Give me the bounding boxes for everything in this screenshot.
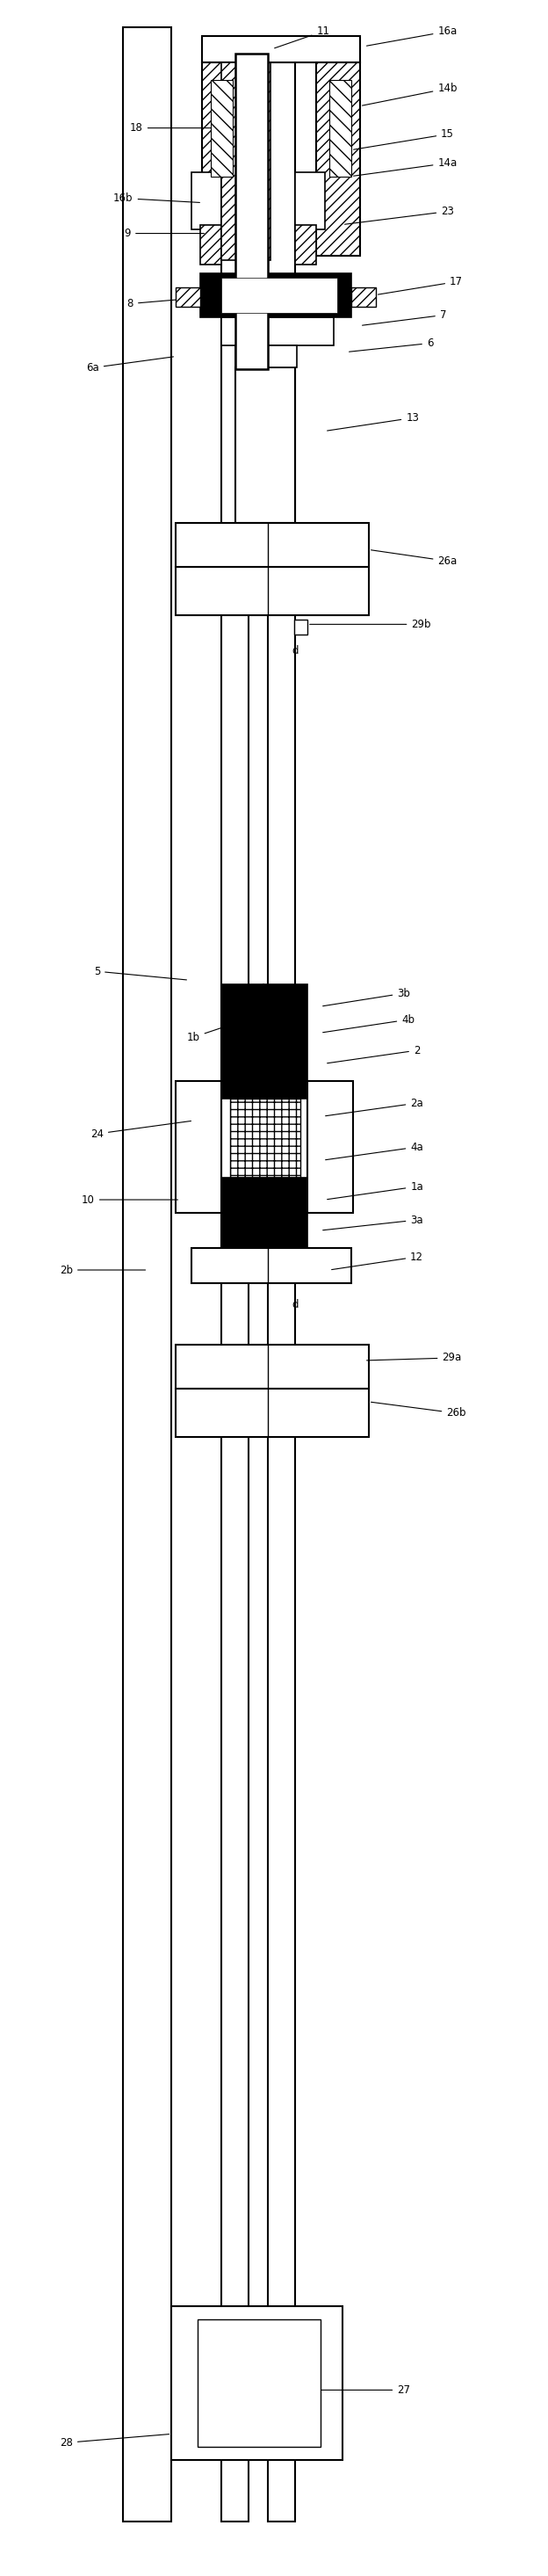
Bar: [211, 80, 233, 175]
Text: 18: 18: [130, 121, 213, 134]
Text: 3a: 3a: [323, 1213, 423, 1231]
Text: 6a: 6a: [86, 355, 174, 374]
Text: 14a: 14a: [353, 157, 457, 175]
Text: 13: 13: [327, 412, 419, 430]
Text: 26a: 26a: [371, 551, 457, 567]
Text: 16b: 16b: [113, 193, 199, 204]
Bar: [192, 1247, 351, 1283]
Bar: [264, 984, 307, 1100]
Text: 2b: 2b: [60, 1265, 145, 1275]
Bar: [198, 2321, 321, 2447]
Text: 8: 8: [127, 296, 230, 309]
Bar: [221, 278, 337, 312]
Text: d: d: [292, 1288, 298, 1311]
Bar: [236, 54, 268, 368]
Text: d: d: [292, 636, 298, 657]
Bar: [221, 1177, 307, 1247]
Bar: [202, 62, 246, 255]
Text: 28: 28: [60, 2434, 169, 2447]
Text: 15: 15: [353, 129, 454, 149]
Text: 14b: 14b: [362, 82, 458, 106]
Text: 12: 12: [332, 1252, 424, 1270]
Bar: [172, 2306, 342, 2460]
Text: 23: 23: [345, 206, 454, 224]
Bar: [294, 621, 307, 634]
Bar: [176, 1388, 369, 1437]
Text: 27: 27: [310, 2385, 410, 2396]
Bar: [221, 984, 264, 1100]
Bar: [221, 62, 271, 260]
Bar: [236, 368, 295, 523]
Bar: [316, 62, 360, 255]
Text: 1b: 1b: [187, 1020, 244, 1043]
Text: 7: 7: [362, 309, 447, 325]
Text: 11: 11: [275, 26, 330, 49]
Text: 4b: 4b: [323, 1015, 415, 1033]
Bar: [307, 1082, 353, 1213]
Text: 26b: 26b: [371, 1401, 466, 1419]
Bar: [221, 317, 334, 345]
Bar: [201, 273, 351, 317]
Bar: [221, 54, 249, 2522]
Text: 17: 17: [378, 276, 463, 294]
Bar: [176, 1082, 221, 1213]
Bar: [201, 224, 221, 265]
Text: 2a: 2a: [326, 1097, 423, 1115]
Text: 5: 5: [94, 966, 186, 979]
Text: 6: 6: [349, 337, 433, 353]
Bar: [236, 345, 297, 368]
Bar: [295, 224, 316, 265]
Bar: [176, 567, 369, 616]
Bar: [329, 80, 351, 175]
Bar: [351, 286, 375, 307]
Text: 1a: 1a: [327, 1180, 423, 1200]
Bar: [123, 26, 172, 2522]
Bar: [295, 173, 325, 229]
Text: 2: 2: [327, 1046, 420, 1064]
Bar: [192, 173, 221, 229]
Bar: [268, 54, 295, 2522]
Text: 10: 10: [82, 1195, 178, 1206]
Bar: [176, 286, 201, 307]
Bar: [202, 36, 360, 62]
Text: 29a: 29a: [367, 1352, 461, 1363]
Text: 16a: 16a: [367, 26, 457, 46]
Text: 29b: 29b: [310, 618, 431, 631]
Bar: [176, 523, 369, 567]
Text: 24: 24: [90, 1121, 191, 1139]
Bar: [176, 1345, 369, 1388]
Text: 9: 9: [124, 227, 204, 240]
Bar: [230, 1100, 300, 1177]
Text: 3b: 3b: [323, 987, 410, 1007]
Text: 4a: 4a: [326, 1141, 423, 1159]
